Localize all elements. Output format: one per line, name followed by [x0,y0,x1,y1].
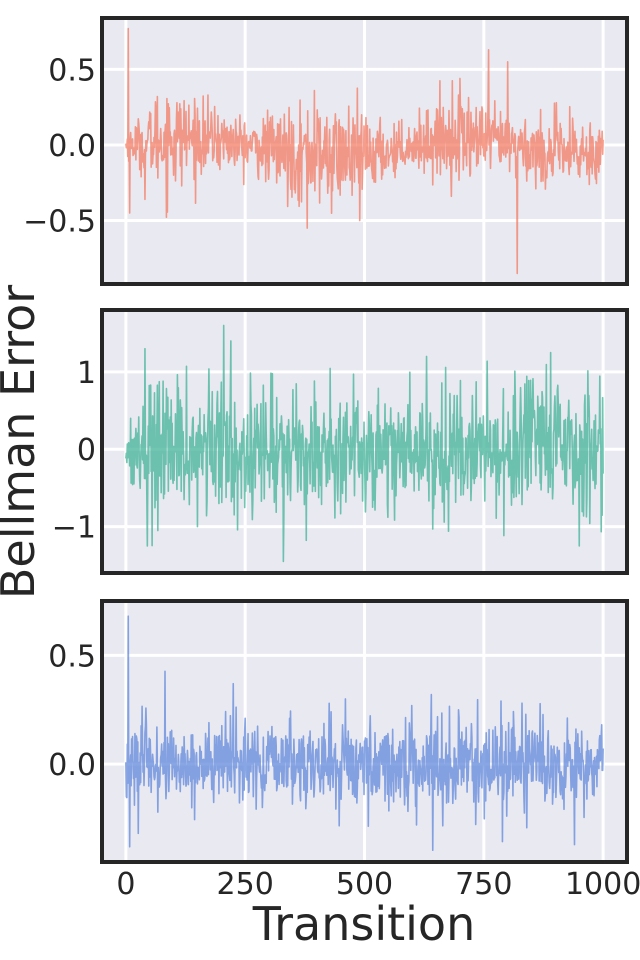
y-tick-label: −0.5 [23,205,96,240]
series-line [125,27,604,275]
y-tick-label: 0.5 [48,639,96,674]
panel-frame [100,308,629,575]
y-axis-label: Bellman Error [0,285,45,599]
y-tick-label: −1 [52,511,96,546]
y-tick-label: 1 [77,356,96,391]
y-tick-label: 0.5 [48,53,96,88]
y-tick-label: 0.0 [48,748,96,783]
x-tick-label: 1000 [565,867,640,902]
panel-2: −1 0 1 [52,308,629,575]
panel-3: 0.0 0.5 [48,599,629,864]
panel-frame [100,16,629,286]
panel-1: −0.5 0.0 0.5 [23,16,629,286]
x-tick-label: 250 [217,867,274,902]
series-line [125,324,604,563]
x-tick-label: 750 [455,867,512,902]
x-tick-label: 0 [116,867,135,902]
series-line [125,615,604,851]
x-tick-label: 500 [336,867,393,902]
y-tick-label: 0 [77,433,96,468]
x-axis-label: Transition [252,897,475,951]
panel-frame [100,599,629,864]
y-tick-label: 0.0 [48,129,96,164]
